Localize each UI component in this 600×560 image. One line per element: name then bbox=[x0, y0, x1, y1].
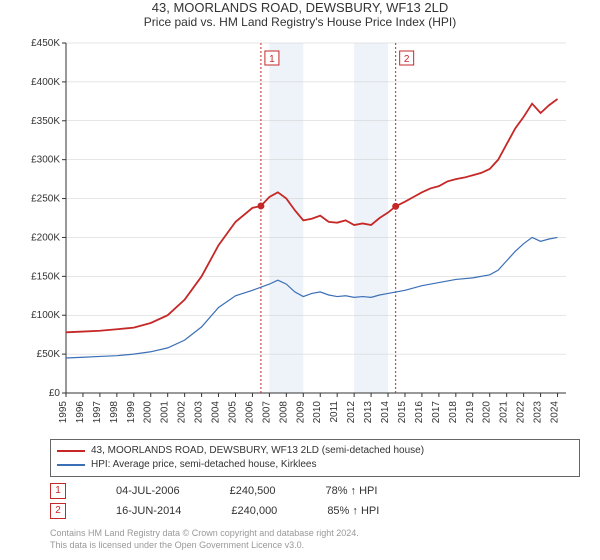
svg-text:£300K: £300K bbox=[31, 155, 60, 166]
svg-text:2018: 2018 bbox=[448, 401, 459, 424]
svg-text:2021: 2021 bbox=[499, 401, 510, 424]
svg-text:2017: 2017 bbox=[431, 401, 442, 424]
marker-date: 16-JUN-2014 bbox=[116, 501, 181, 521]
svg-text:2003: 2003 bbox=[194, 401, 205, 424]
table-row: 1 04-JUL-2006 £240,500 78% ↑ HPI bbox=[50, 481, 580, 501]
svg-text:2012: 2012 bbox=[346, 401, 357, 424]
svg-text:2011: 2011 bbox=[329, 401, 340, 423]
footer-line: Contains HM Land Registry data © Crown c… bbox=[50, 527, 580, 539]
marker-price: £240,500 bbox=[230, 481, 276, 501]
svg-text:2016: 2016 bbox=[414, 401, 425, 424]
svg-text:2020: 2020 bbox=[482, 401, 493, 424]
legend-label: HPI: Average price, semi-detached house,… bbox=[91, 458, 317, 472]
svg-text:2023: 2023 bbox=[533, 401, 544, 424]
svg-text:£400K: £400K bbox=[31, 77, 60, 88]
svg-text:2007: 2007 bbox=[261, 401, 272, 424]
svg-text:2015: 2015 bbox=[397, 401, 408, 424]
svg-text:2005: 2005 bbox=[227, 401, 238, 424]
legend-swatch bbox=[57, 464, 85, 466]
svg-text:1997: 1997 bbox=[92, 401, 103, 424]
svg-text:1998: 1998 bbox=[109, 401, 120, 424]
svg-text:2006: 2006 bbox=[244, 401, 255, 424]
line-chart: £0 £50K £100K £150K £200K £250K £300K £350K £400… bbox=[20, 33, 580, 433]
legend: 43, MOORLANDS ROAD, DEWSBURY, WF13 2LD (… bbox=[50, 439, 580, 477]
svg-text:£250K: £250K bbox=[31, 194, 60, 205]
chart-container: £0 £50K £100K £150K £200K £250K £300K £350K £400… bbox=[20, 33, 580, 433]
marker-pct: 78% ↑ HPI bbox=[325, 481, 377, 501]
legend-item: HPI: Average price, semi-detached house,… bbox=[57, 458, 573, 472]
marker-table: 1 04-JUL-2006 £240,500 78% ↑ HPI 2 16-JU… bbox=[50, 481, 580, 521]
legend-label: 43, MOORLANDS ROAD, DEWSBURY, WF13 2LD (… bbox=[91, 444, 424, 458]
svg-text:2002: 2002 bbox=[177, 401, 188, 424]
svg-text:1: 1 bbox=[269, 54, 275, 65]
svg-text:£350K: £350K bbox=[31, 116, 60, 127]
svg-text:2013: 2013 bbox=[363, 401, 374, 424]
marker-date: 04-JUL-2006 bbox=[116, 481, 180, 501]
marker-pct: 85% ↑ HPI bbox=[327, 501, 379, 521]
table-row: 2 16-JUN-2014 £240,000 85% ↑ HPI bbox=[50, 501, 580, 521]
marker-badge: 2 bbox=[50, 503, 66, 519]
svg-text:2019: 2019 bbox=[465, 401, 476, 424]
legend-item: 43, MOORLANDS ROAD, DEWSBURY, WF13 2LD (… bbox=[57, 444, 573, 458]
svg-text:2010: 2010 bbox=[312, 401, 323, 424]
svg-text:£200K: £200K bbox=[31, 232, 60, 243]
marker-badge: 1 bbox=[50, 483, 66, 499]
marker-price: £240,000 bbox=[231, 501, 277, 521]
svg-text:2022: 2022 bbox=[516, 401, 527, 424]
svg-text:2024: 2024 bbox=[550, 401, 561, 424]
svg-text:2004: 2004 bbox=[211, 401, 222, 424]
svg-text:1996: 1996 bbox=[75, 401, 86, 424]
legend-swatch bbox=[57, 450, 85, 452]
svg-text:£0: £0 bbox=[49, 388, 61, 399]
svg-text:2001: 2001 bbox=[160, 401, 171, 424]
svg-text:2014: 2014 bbox=[380, 401, 391, 424]
svg-text:£100K: £100K bbox=[31, 310, 60, 321]
page-subtitle: Price paid vs. HM Land Registry's House … bbox=[0, 15, 600, 29]
svg-text:2009: 2009 bbox=[295, 401, 306, 424]
page-title: 43, MOORLANDS ROAD, DEWSBURY, WF13 2LD bbox=[0, 0, 600, 15]
svg-text:1995: 1995 bbox=[58, 401, 69, 424]
footer: Contains HM Land Registry data © Crown c… bbox=[50, 527, 580, 551]
svg-text:1999: 1999 bbox=[126, 401, 137, 424]
svg-text:2: 2 bbox=[404, 54, 410, 65]
svg-text:£50K: £50K bbox=[37, 349, 61, 360]
svg-text:2000: 2000 bbox=[143, 401, 154, 424]
svg-text:2008: 2008 bbox=[278, 401, 289, 424]
svg-text:£150K: £150K bbox=[31, 271, 60, 282]
footer-line: This data is licensed under the Open Gov… bbox=[50, 539, 580, 551]
svg-text:£450K: £450K bbox=[31, 38, 60, 49]
